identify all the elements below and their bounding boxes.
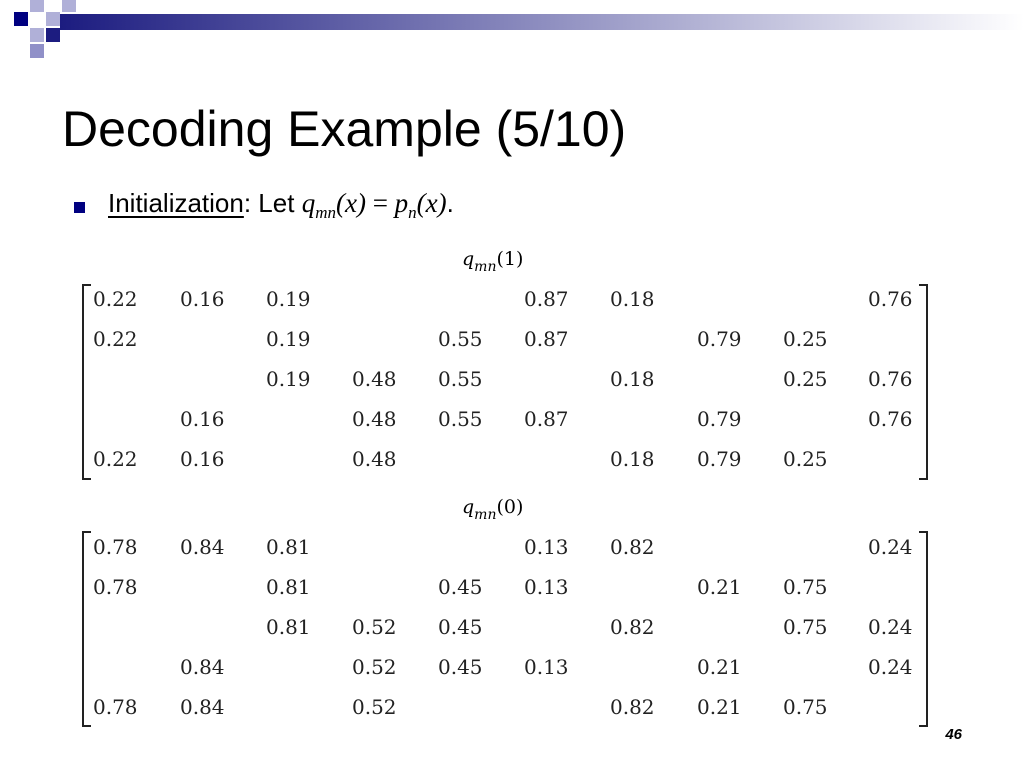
matrix-cell: 0.25 xyxy=(783,327,828,351)
subscript: mn xyxy=(315,203,336,222)
bullet-text: Initialization: Let qmn(x) = pn(x). xyxy=(108,188,454,223)
matrix-cell: 0.79 xyxy=(697,407,742,431)
matrix-cell: 0.45 xyxy=(438,655,483,679)
matrix-cell: 0.87 xyxy=(524,327,569,351)
matrix-cell: 0.19 xyxy=(266,367,311,391)
symbol: p xyxy=(394,188,409,218)
matrix-cell: 0.75 xyxy=(783,615,828,639)
matrix-cell: 0.55 xyxy=(438,367,483,391)
matrix-cell: 0.75 xyxy=(783,695,828,719)
matrix-cell: 0.13 xyxy=(524,655,569,679)
matrix-cell: 0.82 xyxy=(610,615,655,639)
matrix-cell: 0.78 xyxy=(93,535,138,559)
symbol: q xyxy=(462,248,475,270)
matrix-cell: 0.82 xyxy=(610,535,655,559)
matrix-cell: 0.18 xyxy=(610,367,655,391)
matrix-cell: 0.22 xyxy=(93,447,138,471)
matrix-cell: 0.52 xyxy=(352,615,397,639)
argument: (1) xyxy=(496,248,524,270)
text: : Let xyxy=(243,188,295,218)
matrix-cell: 0.18 xyxy=(610,287,655,311)
matrix-cell: 0.21 xyxy=(697,695,742,719)
matrix-cell: 0.24 xyxy=(868,535,913,559)
matrix-cell: 0.55 xyxy=(438,407,483,431)
header-decoration xyxy=(14,0,1024,58)
matrix-cell: 0.78 xyxy=(93,575,138,599)
matrix-cell: 0.25 xyxy=(783,367,828,391)
formula: qmn(x) = pn(x) xyxy=(301,188,447,222)
subscript: mn xyxy=(474,507,497,523)
matrix-cell: 0.24 xyxy=(868,615,913,639)
matrix-cell: 0.87 xyxy=(524,287,569,311)
matrix-cell: 0.24 xyxy=(868,655,913,679)
matrix-cell: 0.84 xyxy=(180,535,225,559)
matrix-cell: 0.79 xyxy=(697,327,742,351)
slide-title: Decoding Example (5/10) xyxy=(62,101,627,157)
symbol: q xyxy=(301,188,316,218)
matrix-cell: 0.48 xyxy=(352,367,397,391)
matrix-cell: 0.82 xyxy=(610,695,655,719)
matrix-cell: 0.76 xyxy=(868,367,913,391)
matrix-cell: 0.48 xyxy=(352,407,397,431)
subscript: mn xyxy=(474,259,497,275)
argument: (x) xyxy=(335,188,366,218)
matrix-cell: 0.87 xyxy=(524,407,569,431)
bracket-right xyxy=(919,284,928,480)
matrix-cell: 0.18 xyxy=(610,447,655,471)
matrix-cell: 0.84 xyxy=(180,695,225,719)
matrix-cell: 0.52 xyxy=(352,655,397,679)
text: . xyxy=(446,188,454,218)
matrix-cell: 0.25 xyxy=(783,447,828,471)
matrix-cell: 0.79 xyxy=(697,447,742,471)
argument: (0) xyxy=(496,496,524,518)
matrix-cell: 0.81 xyxy=(266,535,311,559)
matrix-cell: 0.45 xyxy=(438,575,483,599)
matrix-cell: 0.81 xyxy=(266,615,311,639)
argument: (x) xyxy=(416,188,447,218)
matrix-cell: 0.45 xyxy=(438,615,483,639)
matrix-cell: 0.16 xyxy=(180,447,225,471)
matrix-cell: 0.81 xyxy=(266,575,311,599)
matrix-cell: 0.19 xyxy=(266,287,311,311)
matrix-cell: 0.76 xyxy=(868,287,913,311)
matrix-cell: 0.84 xyxy=(180,655,225,679)
matrix-label: qmn(1) xyxy=(462,248,523,275)
bracket-right xyxy=(919,531,928,727)
matrix-cell: 0.21 xyxy=(697,655,742,679)
page-number: 46 xyxy=(945,726,962,743)
matrix-cell: 0.48 xyxy=(352,447,397,471)
matrix-cell: 0.13 xyxy=(524,535,569,559)
term: Initialization xyxy=(108,188,244,218)
matrix-cell: 0.52 xyxy=(352,695,397,719)
equals: = xyxy=(372,188,388,218)
matrix-cell: 0.55 xyxy=(438,327,483,351)
matrix-cell: 0.13 xyxy=(524,575,569,599)
matrix-cell: 0.78 xyxy=(93,695,138,719)
subscript: n xyxy=(408,203,417,222)
matrix-cell: 0.16 xyxy=(180,287,225,311)
matrix-cell: 0.22 xyxy=(93,327,138,351)
matrix-cell: 0.75 xyxy=(783,575,828,599)
matrix-label: qmn(0) xyxy=(462,496,523,523)
matrix-cell: 0.22 xyxy=(93,287,138,311)
bracket-left xyxy=(82,284,91,480)
bracket-left xyxy=(82,531,91,727)
bullet-marker xyxy=(74,202,85,213)
matrix-cell: 0.19 xyxy=(266,327,311,351)
matrix-cell: 0.76 xyxy=(868,407,913,431)
symbol: q xyxy=(462,496,475,518)
matrix-cell: 0.16 xyxy=(180,407,225,431)
matrix-cell: 0.21 xyxy=(697,575,742,599)
